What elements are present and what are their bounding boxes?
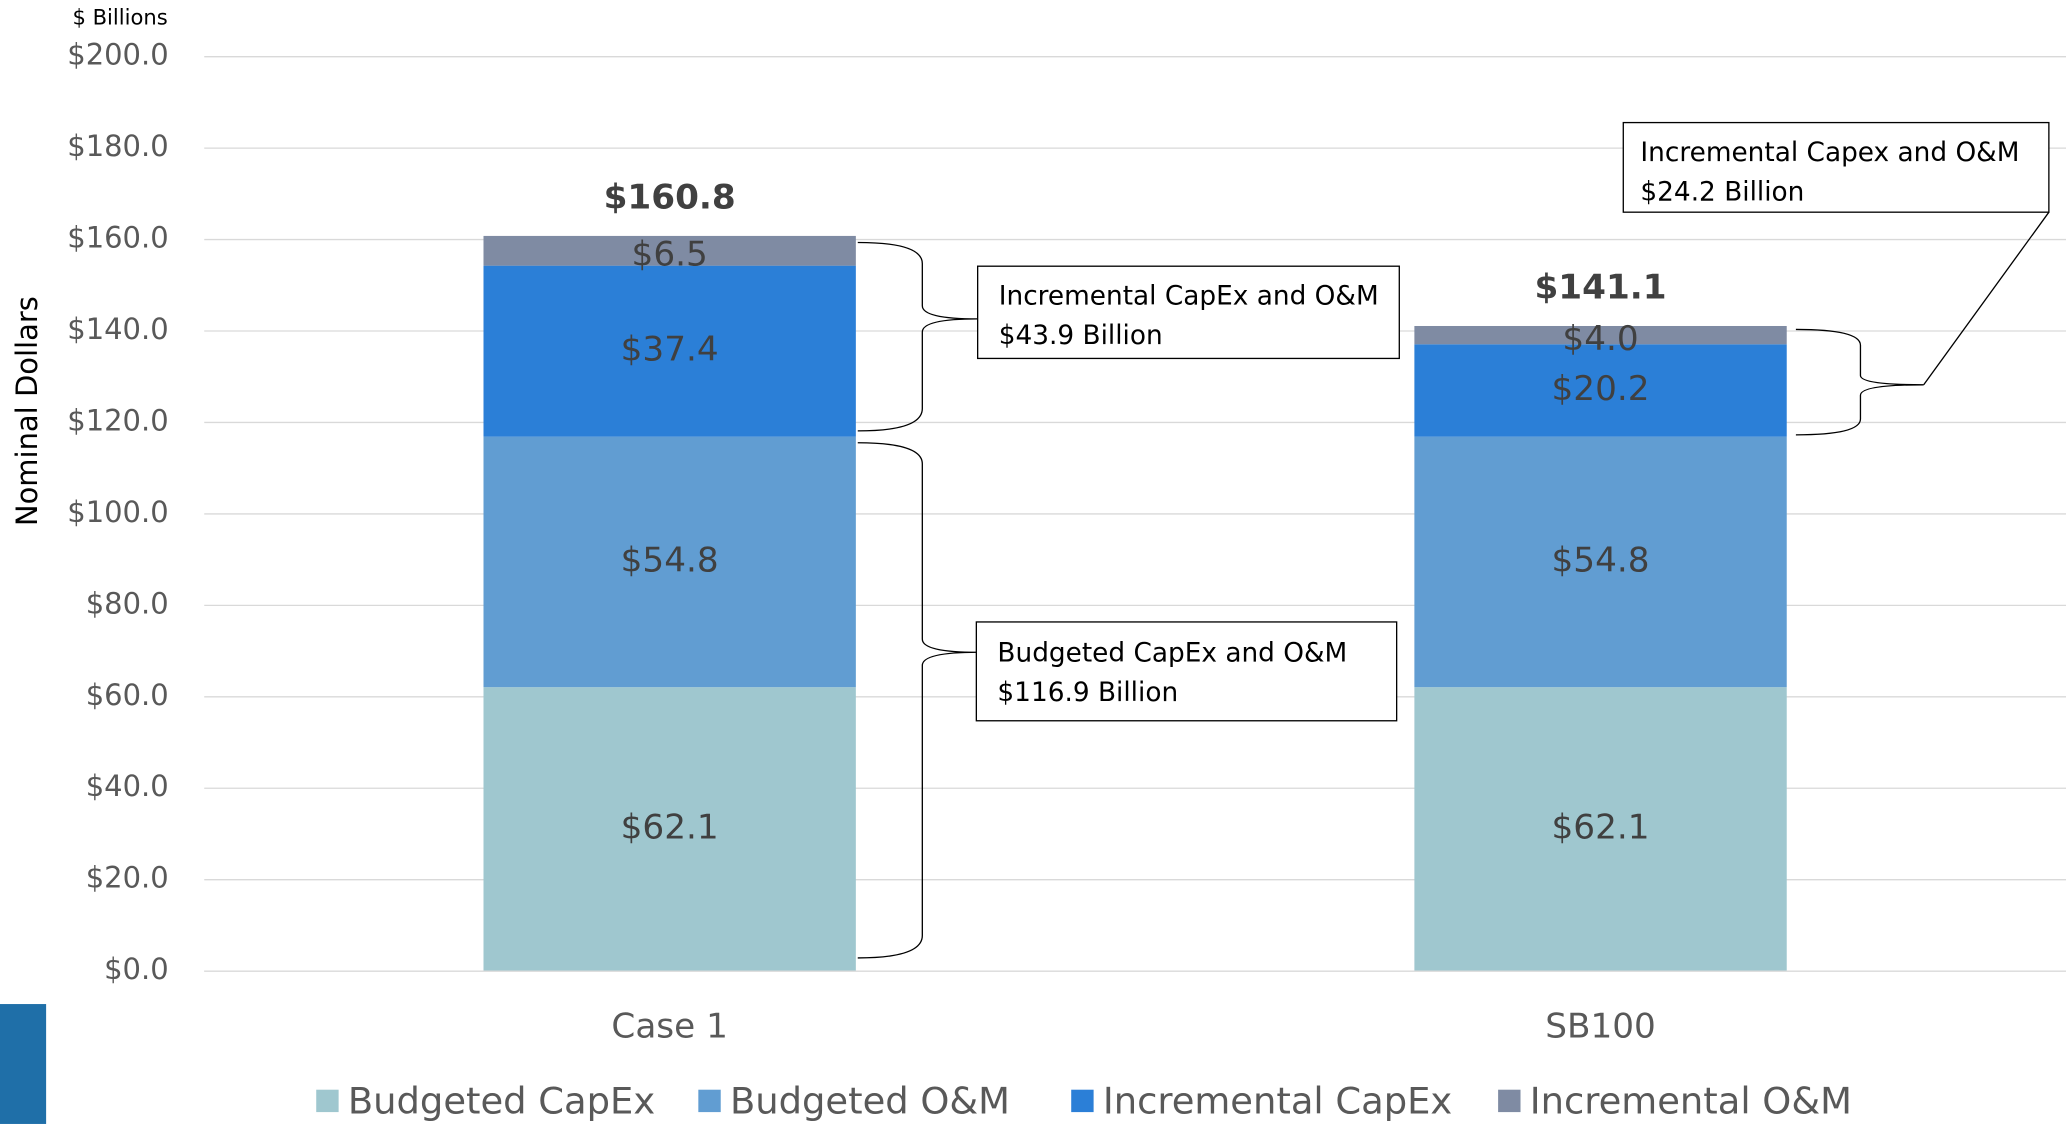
y-axis-label: Nominal Dollars [10,296,44,526]
annotation: $24.2 Billion [1640,177,1804,207]
annotation-box [975,621,1398,722]
unit-label: $ Billions [72,4,167,29]
legend-label: Incremental O&M [1530,1079,1852,1122]
legend-label: Budgeted O&M [730,1079,1010,1122]
y-tick-label: $80.0 [86,586,169,620]
legend-swatch [1498,1089,1521,1113]
y-tick-label: $120.0 [67,403,168,437]
bar-segment [483,687,856,972]
y-tick-label: $60.0 [86,678,169,712]
annotation: $43.9 Billion [999,321,1163,351]
x-tick-label: SB100 [1545,1006,1656,1046]
legend-label: Incremental CapEx [1103,1079,1452,1122]
value-label: $37.4 [621,330,719,370]
brace [1795,328,1924,436]
annotation-box [977,265,1400,360]
legend-swatch [698,1089,721,1113]
y-tick-label: $100.0 [67,495,168,529]
annotation-box [1622,121,2050,213]
bar-segment [483,235,856,266]
bar-segment [483,436,856,688]
value-label: $54.8 [621,540,719,580]
value-label: $54.8 [1552,540,1650,580]
value-label: $62.1 [1552,808,1650,848]
y-tick-label: $20.0 [86,861,169,895]
y-tick-label: $160.0 [67,221,168,255]
bar-segment [1414,325,1787,345]
bar-segment [1414,687,1787,972]
annotation: $116.9 Billion [997,678,1178,708]
annotation: Budgeted CapEx and O&M [997,638,1347,668]
legend-label: Budgeted CapEx [348,1079,655,1122]
total-label: $160.8 [604,178,736,218]
annotation: Incremental CapEx and O&M [999,281,1379,311]
bar-segment [1414,344,1787,437]
bar-segment [483,265,856,437]
value-label: $20.2 [1552,369,1650,409]
y-tick-label: $0.0 [104,952,169,986]
legend-swatch [1071,1089,1094,1113]
brace [857,241,978,432]
legend-swatch [316,1089,339,1113]
x-tick-label: Case 1 [611,1006,728,1046]
y-tick-label: $200.0 [67,38,168,72]
y-tick-label: $140.0 [67,312,168,346]
annotation: Incremental Capex and O&M [1640,138,2019,168]
bar-segment [1414,436,1787,688]
annotation-boxes: Incremental CapEx and O&M $43.9 Billion … [975,121,2050,722]
value-label: $4.0 [1562,319,1638,359]
leader-line [1923,211,2050,386]
value-label: $6.5 [632,235,708,275]
logo [0,1004,47,1124]
brace [857,442,978,959]
total-label: $141.1 [1534,268,1666,308]
value-label: $62.1 [621,808,719,848]
y-tick-label: $180.0 [67,129,168,163]
y-tick-label: $40.0 [86,769,169,803]
